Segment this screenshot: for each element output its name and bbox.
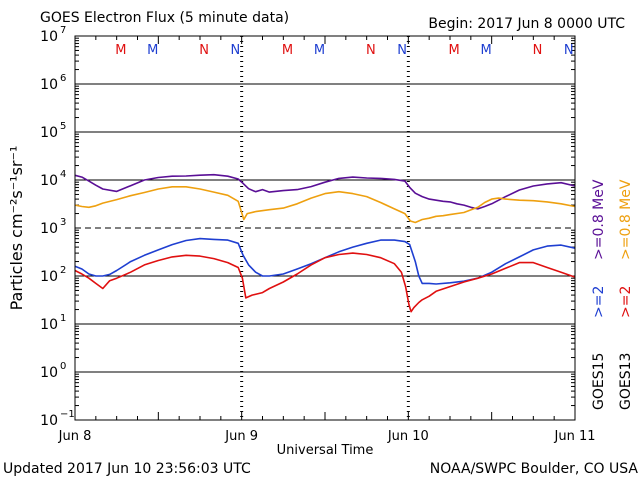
legend: GOES15 >=2 >=0.8 MeV GOES13 >=2 >=0.8 MeV (591, 179, 634, 410)
y-tick-base: 10 (40, 413, 58, 429)
legend-entry: >=2 (618, 286, 634, 318)
y-tick-1e1: 10 1 (40, 313, 66, 333)
marker-n: N (366, 43, 376, 58)
y-tick-1e0: 10 0 (40, 361, 66, 381)
y-tick-1e6: 10 6 (40, 73, 66, 93)
y-tick-exponent: 7 (60, 25, 66, 36)
y-tick-exponent: 3 (60, 217, 66, 228)
series-line-3 (74, 237, 576, 285)
y-tick-base: 10 (40, 173, 58, 189)
y-tick-1e5: 10 5 (40, 121, 66, 141)
y-tick-base: 10 (40, 221, 58, 237)
grid-layer (75, 35, 575, 421)
y-tick-base: 10 (40, 77, 58, 93)
y-tick-1e7: 10 7 (40, 25, 66, 45)
updated-timestamp: Updated 2017 Jun 10 23:56:03 UTC (3, 461, 251, 477)
x-tick-label: Jun 9 (224, 429, 258, 444)
legend-entry: >=0.8 MeV (591, 179, 607, 260)
plot-frame (74, 35, 576, 421)
y-tick-exponent: 1 (60, 313, 66, 324)
marker-m: M (449, 43, 460, 58)
series-layer (74, 173, 576, 313)
y-tick-base: 10 (40, 317, 58, 333)
marker-n: N (564, 43, 574, 58)
marker-m: M (282, 43, 293, 58)
marker-n: N (397, 43, 407, 58)
y-tick-1e4: 10 4 (40, 169, 66, 189)
y-tick-exponent: −1 (60, 409, 75, 420)
y-tick-base: 10 (40, 269, 58, 285)
legend-entry: >=0.8 MeV (618, 179, 634, 260)
y-tick-base: 10 (40, 125, 58, 141)
y-tick-exponent: 6 (60, 73, 66, 84)
marker-n: N (231, 43, 241, 58)
chart-title: GOES Electron Flux (5 minute data) (40, 10, 290, 26)
marker-m: M (115, 43, 126, 58)
series-line-4 (74, 252, 576, 313)
legend-entry: >=2 (591, 286, 607, 318)
legend-entry: GOES13 (618, 353, 634, 410)
y-tick-1e3: 10 3 (40, 217, 66, 237)
series-line-2 (74, 186, 576, 224)
marker-n: N (199, 43, 209, 58)
legend-entry: GOES15 (591, 353, 607, 410)
credit-text: NOAA/SWPC Boulder, CO USA (429, 461, 638, 477)
y-tick-exponent: 2 (60, 265, 66, 276)
x-tick-label: Jun 8 (58, 429, 92, 444)
y-tick-1e-1: 10 −1 (40, 409, 75, 429)
x-axis-label: Universal Time (277, 443, 374, 458)
begin-time: Begin: 2017 Jun 8 0000 UTC (428, 16, 625, 32)
y-tick-1e2: 10 2 (40, 265, 66, 285)
series-line-1 (74, 173, 576, 210)
y-tick-base: 10 (40, 365, 58, 381)
x-tick-label: Jun 10 (387, 429, 429, 444)
x-tick-label: Jun 11 (554, 429, 596, 444)
y-tick-exponent: 4 (60, 169, 66, 180)
y-tick-base: 10 (40, 29, 58, 45)
marker-n: N (533, 43, 543, 58)
x-tick-labels: Jun 8 Jun 9 Jun 10 Jun 11 (58, 429, 596, 444)
marker-m: M (147, 43, 158, 58)
y-tick-exponent: 0 (60, 361, 66, 372)
y-axis-label: Particles cm⁻²s⁻¹sr⁻¹ (7, 146, 26, 311)
marker-m: M (481, 43, 492, 58)
marker-m: M (314, 43, 325, 58)
y-tick-exponent: 5 (60, 121, 66, 132)
